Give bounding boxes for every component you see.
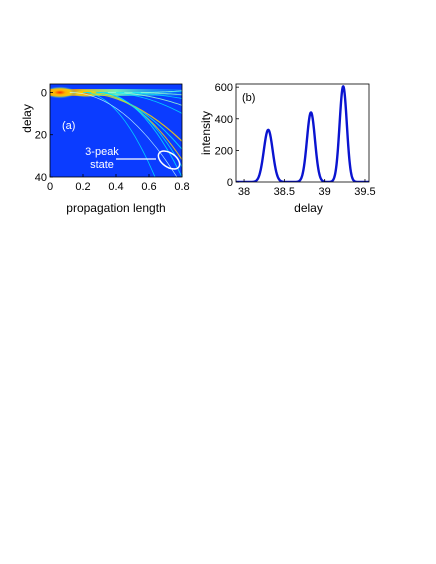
heatmap-hotspot [72, 89, 101, 98]
heatmap-x-axis-label: propagation length [66, 201, 165, 215]
line-y-tick-label: 400 [215, 114, 233, 126]
heatmap-y-tick-label: 40 [35, 172, 47, 184]
heatmap-trace [96, 92, 182, 168]
panel-b-label: (b) [242, 92, 255, 104]
heatmap-x-tick-label: 0.6 [141, 181, 156, 193]
line-y-ticks: 0 200 400 600 [215, 82, 239, 189]
annotation-ellipse [157, 150, 181, 170]
heatmap-trace [140, 90, 182, 93]
heatmap-x-ticks: 0 0.2 0.4 0.6 0.8 [47, 174, 190, 193]
heatmap-y-ticks: 0 20 40 [35, 87, 53, 184]
line-x-tick-label: 39.5 [354, 186, 375, 198]
line-plot-frame [235, 83, 370, 183]
heatmap-trace [69, 92, 178, 177]
heatmap-y-tick-label: 0 [41, 87, 47, 99]
line-y-tick-label: 200 [215, 145, 233, 157]
intensity-panel: 38 38.5 39 39.5 0 200 400 600 (b) delay intens… [199, 82, 376, 215]
annotation-line2: state [90, 159, 114, 171]
line-x-tick-label: 39 [319, 186, 331, 198]
annotation-line1: 3-peak [85, 146, 119, 158]
heatmap-y-axis-label: delay [20, 104, 34, 133]
line-x-axis-label: delay [294, 201, 323, 215]
heatmap-x-tick-label: 0.4 [108, 181, 123, 193]
three-peak-annotation: 3-peak state [85, 146, 181, 171]
heatmap-trace [82, 92, 156, 177]
heatmap-hotspot [50, 86, 76, 99]
heatmap-panel: 0 0.2 0.4 0.6 0.8 0 20 40 (a) propagation leng… [20, 83, 190, 215]
line-x-ticks: 38 38.5 39 39.5 [238, 179, 376, 198]
heatmap-x-tick-label: 0.8 [174, 181, 189, 193]
heatmap-x-tick-label: 0.2 [75, 181, 90, 193]
intensity-series-line [236, 85, 369, 182]
heatmap-y-tick-label: 20 [35, 130, 47, 142]
panel-a-label: (a) [62, 120, 75, 132]
line-y-axis-label: intensity [199, 111, 213, 155]
line-y-tick-label: 0 [227, 177, 233, 189]
heatmap-traces [50, 86, 182, 177]
heatmap-x-tick-label: 0 [47, 181, 53, 193]
line-y-tick-label: 600 [215, 82, 233, 94]
line-x-tick-label: 38 [238, 186, 250, 198]
line-x-tick-label: 38.5 [274, 186, 295, 198]
